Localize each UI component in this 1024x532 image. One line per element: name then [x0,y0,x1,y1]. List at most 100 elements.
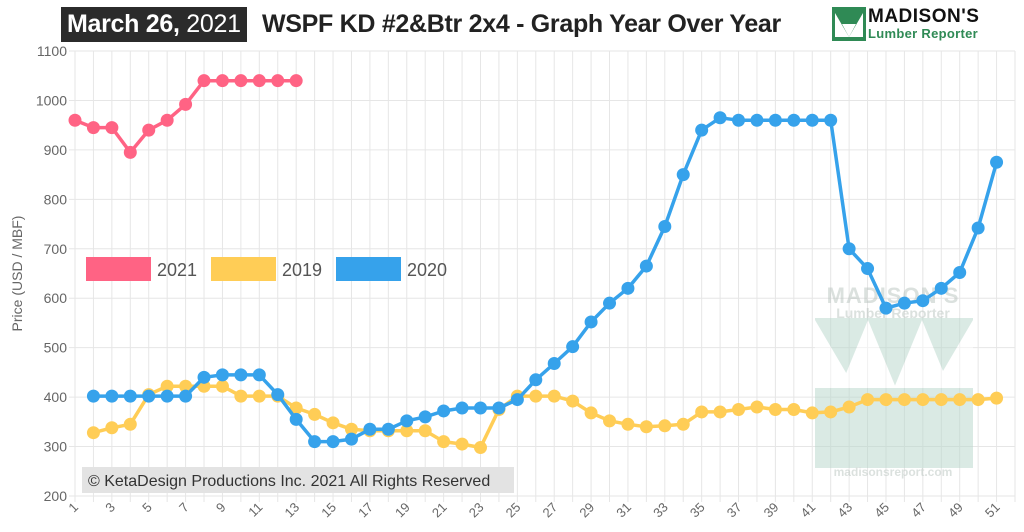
data-point-2019[interactable] [805,406,819,420]
data-point-2020[interactable] [308,435,322,449]
data-point-2019[interactable] [732,402,746,416]
data-point-2020[interactable] [732,113,746,127]
data-point-2019[interactable] [861,393,875,407]
data-point-2021[interactable] [105,121,119,135]
data-point-2020[interactable] [492,401,506,415]
data-point-2019[interactable] [566,394,580,408]
data-point-2020[interactable] [824,113,838,127]
data-point-2020[interactable] [105,389,119,403]
data-point-2019[interactable] [547,389,561,403]
data-point-2019[interactable] [584,406,598,420]
data-point-2020[interactable] [473,401,487,415]
data-point-2020[interactable] [179,389,193,403]
data-point-2019[interactable] [234,389,248,403]
data-point-2019[interactable] [713,405,727,419]
data-point-2019[interactable] [215,379,229,393]
data-point-2019[interactable] [473,441,487,455]
data-point-2021[interactable] [197,74,211,88]
data-point-2020[interactable] [326,435,340,449]
data-point-2020[interactable] [418,410,432,424]
data-point-2019[interactable] [603,414,617,428]
data-point-2019[interactable] [750,400,764,414]
data-point-2021[interactable] [289,74,303,88]
data-point-2020[interactable] [787,113,801,127]
data-point-2019[interactable] [529,389,543,403]
data-point-2021[interactable] [142,123,156,137]
data-point-2019[interactable] [105,421,119,435]
legend-item-2020[interactable]: 2020 [336,257,447,281]
data-point-2019[interactable] [123,417,137,431]
data-point-2021[interactable] [86,121,100,135]
data-point-2020[interactable] [990,155,1004,169]
data-point-2020[interactable] [234,368,248,382]
data-point-2019[interactable] [179,379,193,393]
data-point-2019[interactable] [621,417,635,431]
data-point-2020[interactable] [953,266,967,280]
data-point-2020[interactable] [289,412,303,426]
data-point-2020[interactable] [547,356,561,370]
data-point-2019[interactable] [252,389,266,403]
data-point-2019[interactable] [695,405,709,419]
data-point-2020[interactable] [437,404,451,418]
legend-item-2019[interactable]: 2019 [211,257,322,281]
data-point-2020[interactable] [344,432,358,446]
data-point-2020[interactable] [510,393,524,407]
data-point-2020[interactable] [713,111,727,125]
data-point-2020[interactable] [676,168,690,182]
data-point-2021[interactable] [68,113,82,127]
data-point-2019[interactable] [160,379,174,393]
data-point-2020[interactable] [658,220,672,234]
data-point-2020[interactable] [639,259,653,273]
data-point-2019[interactable] [639,420,653,434]
data-point-2019[interactable] [86,426,100,440]
data-point-2020[interactable] [86,389,100,403]
data-point-2021[interactable] [160,113,174,127]
data-point-2019[interactable] [418,424,432,438]
data-point-2020[interactable] [160,389,174,403]
data-point-2020[interactable] [934,281,948,295]
data-point-2019[interactable] [326,416,340,430]
data-point-2019[interactable] [897,393,911,407]
data-point-2020[interactable] [252,368,266,382]
data-point-2020[interactable] [400,414,414,428]
data-point-2019[interactable] [658,419,672,433]
data-point-2019[interactable] [289,401,303,415]
data-point-2019[interactable] [308,407,322,421]
data-point-2019[interactable] [787,402,801,416]
data-point-2019[interactable] [676,417,690,431]
data-point-2020[interactable] [584,315,598,329]
data-point-2021[interactable] [123,145,137,159]
data-point-2020[interactable] [971,221,985,235]
data-point-2020[interactable] [271,388,285,402]
data-point-2020[interactable] [197,370,211,384]
legend-item-2021[interactable]: 2021 [86,257,197,281]
data-point-2020[interactable] [142,389,156,403]
data-point-2021[interactable] [215,74,229,88]
data-point-2020[interactable] [529,373,543,387]
data-point-2021[interactable] [234,74,248,88]
data-point-2020[interactable] [897,296,911,310]
data-point-2020[interactable] [916,294,930,308]
data-point-2020[interactable] [603,296,617,310]
data-point-2019[interactable] [455,437,469,451]
data-point-2019[interactable] [916,393,930,407]
data-point-2020[interactable] [842,242,856,256]
data-point-2021[interactable] [271,74,285,88]
data-point-2020[interactable] [879,301,893,315]
data-point-2020[interactable] [750,113,764,127]
data-point-2019[interactable] [768,402,782,416]
data-point-2020[interactable] [381,422,395,436]
data-point-2019[interactable] [824,405,838,419]
data-point-2020[interactable] [695,123,709,137]
data-point-2020[interactable] [566,340,580,354]
data-point-2021[interactable] [179,97,193,111]
data-point-2020[interactable] [123,389,137,403]
data-point-2019[interactable] [953,393,967,407]
data-point-2021[interactable] [252,74,266,88]
data-point-2019[interactable] [879,393,893,407]
data-point-2020[interactable] [455,401,469,415]
data-point-2020[interactable] [621,281,635,295]
data-point-2020[interactable] [215,368,229,382]
data-point-2019[interactable] [971,393,985,407]
data-point-2019[interactable] [344,422,358,436]
